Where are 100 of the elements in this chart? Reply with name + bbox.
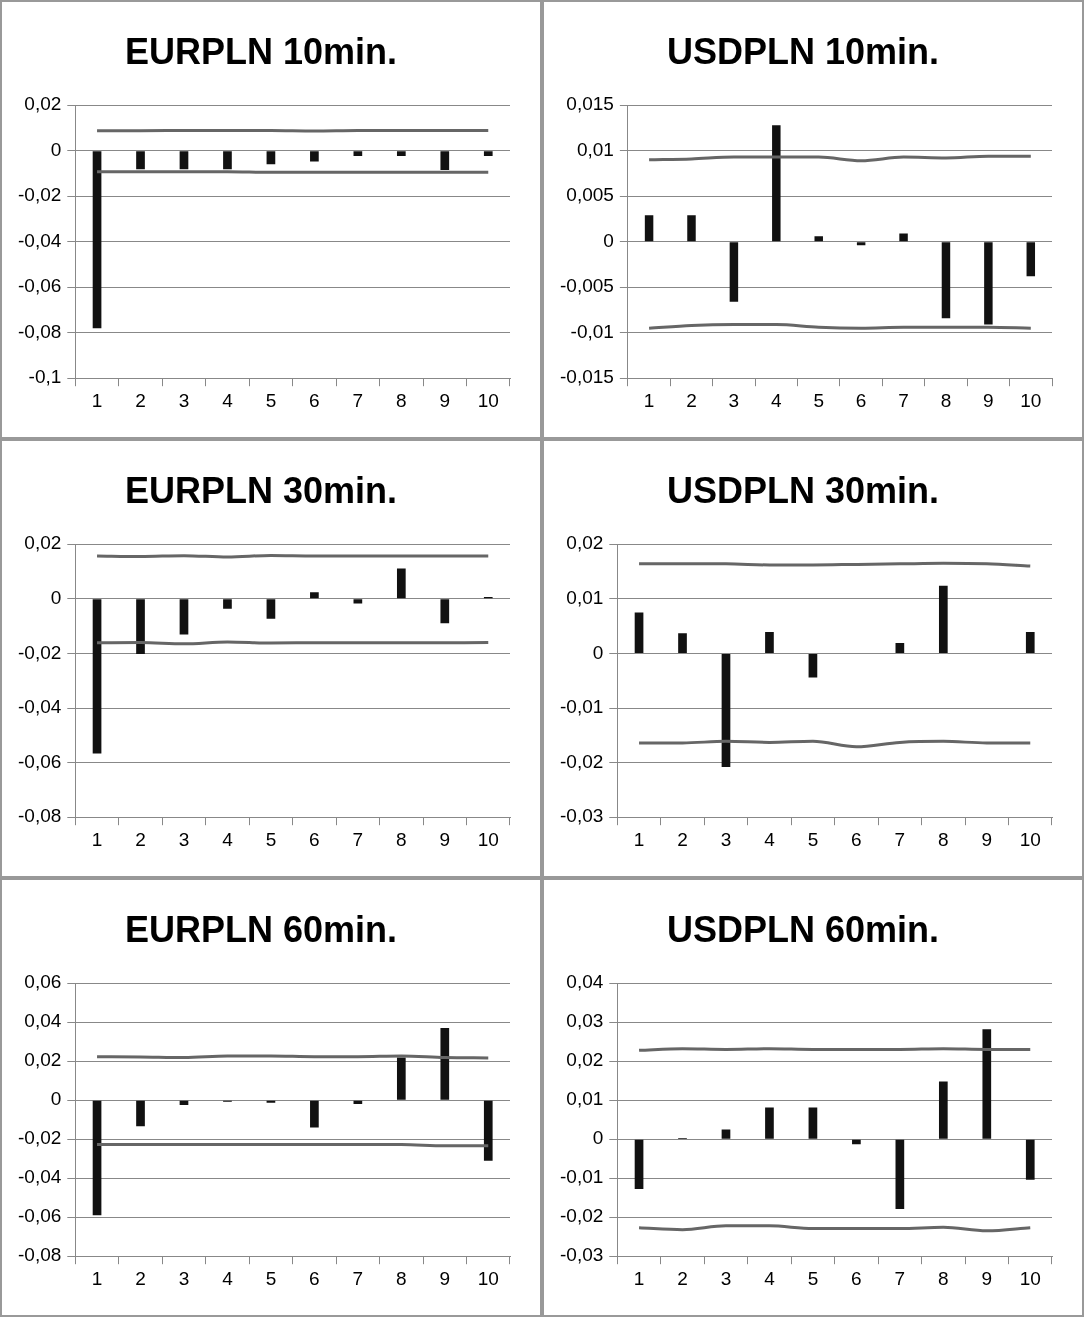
- y-tick-label: -0,02: [17, 1127, 62, 1149]
- x-tick-label: 5: [813, 389, 825, 411]
- x-tick-label: 1: [91, 1267, 103, 1289]
- chart-title: EURPLN 10min.: [124, 30, 398, 72]
- x-tick-label: 7: [894, 1267, 906, 1289]
- y-tick-label: -0,06: [17, 750, 62, 772]
- bar: [765, 632, 774, 653]
- x-tick-label: 8: [396, 1267, 407, 1289]
- y-tick-label: -0,005: [560, 275, 614, 297]
- x-tick-label: 6: [855, 389, 867, 411]
- y-tick-label: -0,08: [17, 1244, 62, 1266]
- y-tick-label: 0,04: [566, 971, 604, 993]
- y-tick-label: 0: [603, 229, 614, 251]
- x-tick-label: 4: [222, 828, 234, 850]
- bar: [266, 599, 276, 619]
- y-tick-label: -0,04: [17, 696, 62, 718]
- x-tick-label: 1: [633, 828, 645, 850]
- y-tick-label: -0,03: [559, 1244, 604, 1266]
- bar: [1025, 1139, 1035, 1180]
- y-tick-label: -0,02: [559, 750, 604, 772]
- bar: [396, 568, 406, 599]
- x-tick-label: 10: [477, 828, 499, 850]
- bar: [899, 233, 908, 242]
- x-tick-label: 2: [686, 389, 697, 411]
- x-tick-label: 3: [178, 1267, 190, 1289]
- x-tick-label: 1: [643, 389, 655, 411]
- x-tick-label: 1: [91, 389, 103, 411]
- bar: [772, 125, 781, 242]
- bar: [765, 1107, 774, 1139]
- bar: [938, 1081, 948, 1139]
- y-tick-label: -0,02: [559, 1205, 604, 1227]
- x-tick-label: 4: [764, 828, 776, 850]
- x-tick-label: 2: [135, 828, 146, 850]
- x-tick-label: 3: [178, 828, 190, 850]
- y-tick-label: -0,015: [560, 366, 614, 388]
- y-tick-label: -0,02: [17, 641, 62, 663]
- y-tick-label: 0,005: [566, 184, 614, 206]
- x-tick-label: 4: [764, 1267, 776, 1289]
- y-tick-label: -0,03: [559, 805, 604, 827]
- y-tick-label: 0: [592, 1127, 604, 1149]
- x-tick-label: 6: [851, 1267, 862, 1289]
- bar: [136, 599, 145, 654]
- y-tick-label: -0,06: [17, 1205, 62, 1227]
- x-tick-label: 9: [439, 828, 451, 850]
- x-tick-label: 10: [477, 389, 499, 411]
- bar: [729, 242, 739, 302]
- chart-title: EURPLN 60min.: [124, 908, 398, 950]
- x-tick-label: 4: [222, 389, 234, 411]
- bar: [852, 1139, 861, 1145]
- x-tick-label: 3: [728, 389, 740, 411]
- x-tick-label: 2: [677, 828, 688, 850]
- x-tick-label: 8: [938, 828, 949, 850]
- y-tick-label: -0,08: [17, 320, 62, 342]
- x-tick-label: 9: [439, 389, 451, 411]
- y-tick-label: 0,015: [566, 93, 614, 115]
- bar: [440, 599, 450, 624]
- bar: [808, 653, 818, 678]
- y-tick-label: 0: [50, 138, 62, 160]
- x-tick-label: 3: [178, 389, 190, 411]
- bar: [895, 643, 905, 653]
- x-tick-label: 6: [309, 389, 320, 411]
- y-tick-label: 0: [50, 1088, 62, 1110]
- chart-title: USDPLN 60min.: [666, 908, 940, 950]
- x-tick-label: 10: [1019, 828, 1041, 850]
- bar: [808, 1107, 818, 1139]
- x-tick-label: 7: [894, 828, 906, 850]
- x-tick-label: 5: [265, 389, 277, 411]
- x-tick-label: 2: [135, 1267, 146, 1289]
- x-tick-label: 8: [938, 1267, 949, 1289]
- y-tick-label: 0: [50, 587, 62, 609]
- y-tick-label: 0,06: [24, 971, 62, 993]
- x-tick-label: 7: [352, 389, 364, 411]
- y-tick-label: 0,01: [566, 1088, 604, 1110]
- x-tick-label: 3: [720, 828, 732, 850]
- y-tick-label: -0,08: [17, 805, 62, 827]
- x-tick-label: 1: [633, 1267, 645, 1289]
- x-tick-label: 4: [771, 389, 783, 411]
- x-tick-label: 5: [807, 828, 819, 850]
- bar: [310, 592, 319, 599]
- chart-title: USDPLN 30min.: [666, 469, 940, 511]
- y-tick-label: 0: [592, 641, 604, 663]
- x-tick-label: 6: [309, 828, 320, 850]
- bar: [634, 612, 644, 653]
- x-tick-label: 9: [981, 828, 993, 850]
- bar: [1025, 632, 1035, 653]
- y-tick-label: -0,01: [570, 320, 614, 342]
- x-tick-label: 8: [396, 389, 407, 411]
- chart-title: EURPLN 30min.: [124, 469, 398, 511]
- x-tick-label: 10: [1019, 1267, 1041, 1289]
- y-tick-label: 0,02: [24, 1049, 62, 1071]
- bar: [984, 242, 993, 325]
- x-tick-label: 9: [981, 1267, 993, 1289]
- bar: [895, 1139, 905, 1210]
- bar: [483, 1100, 493, 1161]
- x-tick-label: 9: [983, 389, 994, 411]
- y-tick-label: -0,01: [559, 696, 604, 718]
- x-tick-label: 7: [352, 1267, 364, 1289]
- y-tick-label: -0,06: [17, 275, 62, 297]
- x-tick-label: 2: [677, 1267, 688, 1289]
- x-tick-label: 5: [265, 828, 277, 850]
